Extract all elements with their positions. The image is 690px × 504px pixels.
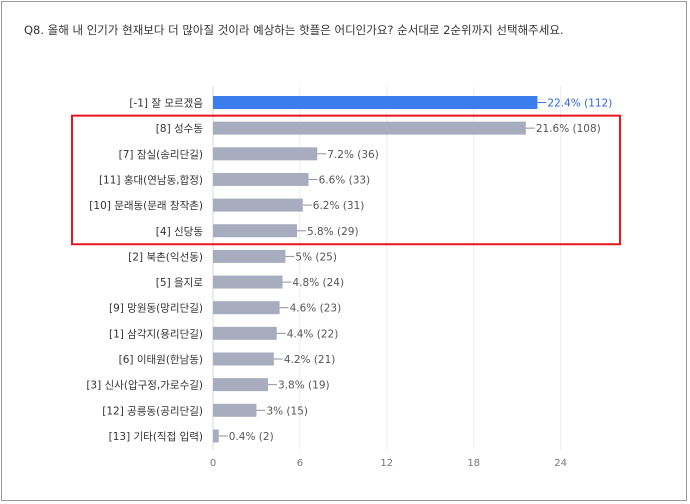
data-label: 21.6% (108) xyxy=(536,123,601,135)
x-tick-label: 0 xyxy=(210,458,216,469)
category-label: [6] 이태원(한남동) xyxy=(119,354,203,366)
bar xyxy=(213,147,318,161)
bar xyxy=(213,429,219,443)
x-tick-label: 6 xyxy=(297,458,303,469)
x-tick-label: 24 xyxy=(554,458,567,469)
bar xyxy=(213,378,269,392)
data-label: 6.2% (31) xyxy=(313,200,365,212)
bar xyxy=(213,198,303,212)
category-label: [11] 홍대(연남동,합정) xyxy=(99,173,203,186)
category-label: [7] 잠실(송리단길) xyxy=(119,148,203,161)
category-label: [-1] 잘 모르겠음 xyxy=(129,98,203,110)
category-label: [10] 문래동(문래 창작촌) xyxy=(89,200,203,212)
data-label: 7.2% (36) xyxy=(327,149,379,161)
bar xyxy=(213,275,283,289)
highlight-box xyxy=(71,114,621,246)
category-label: [4] 신당동 xyxy=(156,226,204,238)
category-label: [13] 기타(직접 입력) xyxy=(109,430,203,443)
category-label: [1] 삼각지(용리단길) xyxy=(109,327,203,340)
data-label: 0.4% (2) xyxy=(229,431,274,443)
category-label: [8] 성수동 xyxy=(156,123,204,135)
bar xyxy=(213,403,257,417)
data-label: 3% (15) xyxy=(266,405,308,417)
data-label: 4.2% (21) xyxy=(284,354,336,366)
data-label: 5% (25) xyxy=(295,251,337,263)
category-label: [12] 공릉동(공리단길) xyxy=(102,404,203,417)
category-label: [3] 신사(압구정,가로수길) xyxy=(86,379,203,392)
bar xyxy=(213,96,538,109)
question-title: Q8. 올해 내 인기가 현재보다 더 많아질 것이라 예상하는 핫플은 어디인… xyxy=(24,23,564,37)
bar xyxy=(213,326,277,340)
bar xyxy=(213,121,526,135)
data-label: 4.8% (24) xyxy=(293,277,345,289)
category-label: [2] 북촌(익선동) xyxy=(128,251,203,263)
x-tick-label: 12 xyxy=(380,458,393,469)
x-tick-label: 18 xyxy=(467,458,480,469)
data-label: 4.6% (23) xyxy=(290,303,342,315)
data-label: 3.8% (19) xyxy=(278,380,330,392)
data-label: 5.8% (29) xyxy=(307,226,359,238)
data-label: 22.4% (112) xyxy=(547,98,612,110)
bar xyxy=(213,352,274,366)
bar xyxy=(213,249,286,263)
data-label: 6.6% (33) xyxy=(319,174,371,186)
category-label: [9] 망원동(망리단길) xyxy=(109,302,203,315)
bar xyxy=(213,224,297,238)
data-label: 4.4% (22) xyxy=(287,328,339,340)
category-label: [5] 을지로 xyxy=(156,277,204,289)
bar xyxy=(213,301,280,315)
bar xyxy=(213,172,309,186)
